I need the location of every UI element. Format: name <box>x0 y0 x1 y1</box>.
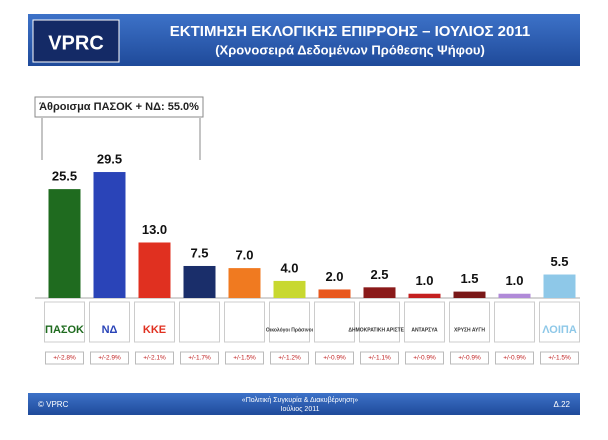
bar <box>543 274 576 298</box>
party-logo-box <box>269 301 310 343</box>
margin-label: +/-0.9% <box>503 355 526 362</box>
party-logo-box <box>179 301 220 343</box>
value-label: 25.5 <box>52 169 77 184</box>
value-label: 13.0 <box>142 222 167 237</box>
margin-box <box>405 351 444 365</box>
value-label: 7.0 <box>235 248 253 263</box>
party-logo-box <box>359 301 400 343</box>
header-band <box>28 14 580 66</box>
party-logo-box <box>44 301 85 343</box>
footer-date: Ιούλιος 2011 <box>281 405 320 413</box>
value-label: 2.0 <box>325 269 343 284</box>
party-logo-box <box>404 301 445 343</box>
margin-label: +/-2.9% <box>98 355 121 362</box>
margin-box <box>225 351 264 365</box>
margin-label: +/-1.5% <box>548 355 571 362</box>
annotation-bracket <box>41 118 201 160</box>
bar <box>183 265 216 298</box>
margin-label: +/-1.1% <box>368 355 391 362</box>
margin-label: +/-1.2% <box>278 355 301 362</box>
margin-box <box>540 351 579 365</box>
party-logo-box <box>224 301 265 343</box>
value-label: 1.0 <box>505 273 523 288</box>
bar <box>138 242 171 298</box>
party-logo-box <box>449 301 490 343</box>
bar <box>363 287 396 298</box>
margin-label: +/-0.9% <box>458 355 481 362</box>
x-tick-label: ΑΝΤΑΡΣΥΑ <box>411 327 438 333</box>
margin-box <box>450 351 489 365</box>
margin-label: +/-1.5% <box>233 355 256 362</box>
value-label: 2.5 <box>370 267 388 282</box>
x-tick-label: Οικολόγοι Πράσινοι <box>266 327 314 333</box>
x-tick-label: ΔΗΜΟΚΡΑΤΙΚΗ ΑΡΙΣΤΕΡΑ <box>348 327 411 333</box>
margin-box <box>135 351 174 365</box>
x-tick-label: ΛΟΙΠΑ <box>542 324 577 336</box>
margin-box <box>270 351 309 365</box>
value-label: 7.5 <box>190 245 208 260</box>
x-tick-label: ΧΡΥΣΗ ΑΥΓΗ <box>454 327 485 333</box>
bar <box>48 189 81 298</box>
logo-box <box>32 19 120 63</box>
footer-band <box>28 393 580 415</box>
margin-label: +/-2.8% <box>53 355 76 362</box>
bar <box>273 280 306 298</box>
chart-title: ΕΚΤΙΜΗΣΗ ΕΚΛΟΓΙΚΗΣ ΕΠΙΡΡΟΗΣ – ΙΟΥΛΙΟΣ 20… <box>170 23 530 40</box>
x-tick-label: ΠΑΣΟΚ <box>45 324 84 336</box>
value-label: 29.5 <box>97 151 122 166</box>
party-logo-box <box>89 301 130 343</box>
bar <box>228 268 261 298</box>
party-logo-box <box>539 301 580 343</box>
party-logo-box <box>134 301 175 343</box>
margin-label: +/-0.9% <box>323 355 346 362</box>
annotation-box <box>34 96 204 118</box>
bar <box>453 291 486 298</box>
x-tick-label: ΝΔ <box>102 324 118 336</box>
value-label: 5.5 <box>550 254 568 269</box>
margin-box <box>495 351 534 365</box>
bar <box>408 293 441 298</box>
margin-box <box>315 351 354 365</box>
chart-subtitle: (Χρονοσειρά Δεδομένων Πρόθεσης Ψήφου) <box>215 42 485 57</box>
margin-label: +/-2.1% <box>143 355 166 362</box>
logo: VPRC <box>48 32 104 54</box>
footer-center: «Πολιτική Συγκυρία & Διακυβέρνηση» <box>242 396 359 404</box>
bar <box>318 289 351 298</box>
footer-right: Δ.22 <box>554 400 571 409</box>
annotation: Άθροισμα ΠΑΣΟΚ + ΝΔ: 55.0% <box>39 101 199 113</box>
value-label: 4.0 <box>280 260 298 275</box>
value-label: 1.5 <box>460 271 478 286</box>
margin-box <box>360 351 399 365</box>
margin-box <box>180 351 219 365</box>
bar <box>93 172 126 298</box>
party-logo-box <box>314 301 355 343</box>
x-tick-label: ΚΚΕ <box>143 324 166 336</box>
margin-label: +/-0.9% <box>413 355 436 362</box>
party-logo-box <box>494 301 535 343</box>
margin-box <box>90 351 129 365</box>
margin-box <box>45 351 84 365</box>
footer-left: © VPRC <box>38 400 69 409</box>
margin-label: +/-1.7% <box>188 355 211 362</box>
value-label: 1.0 <box>415 273 433 288</box>
bar <box>498 293 531 298</box>
